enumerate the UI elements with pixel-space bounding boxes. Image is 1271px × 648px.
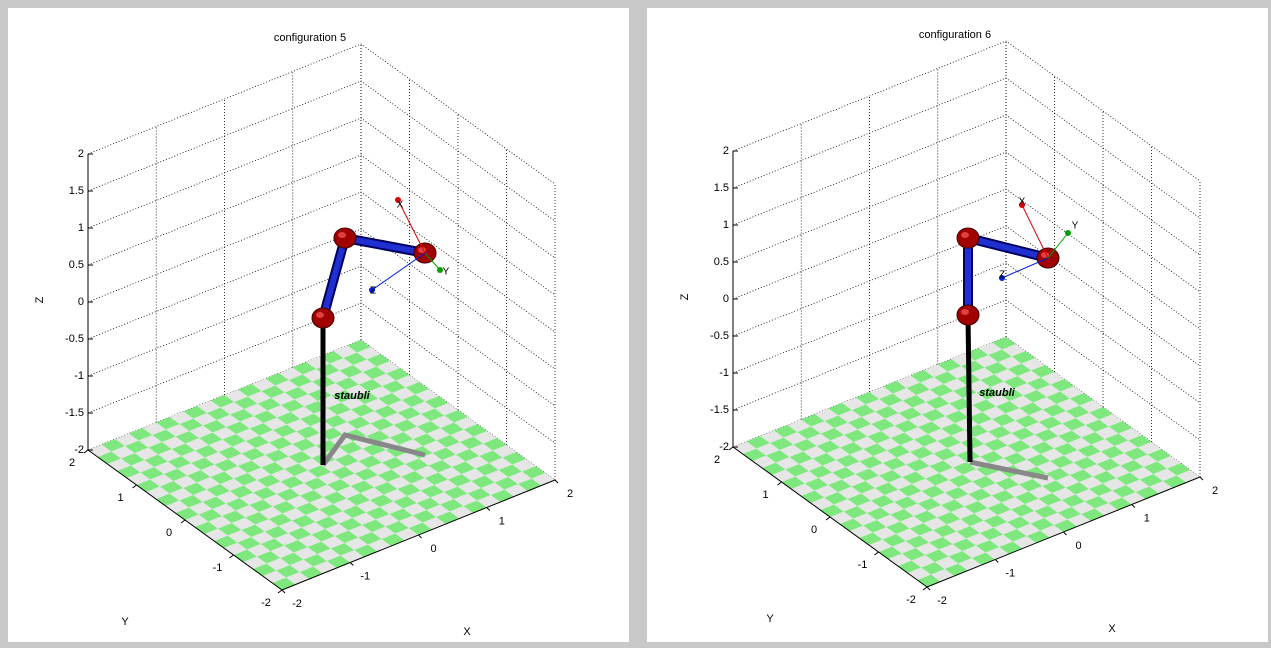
z-tick-label: 0 xyxy=(78,296,84,308)
x-axis-label: X xyxy=(1108,623,1116,635)
y-tick-label: 1 xyxy=(762,489,768,501)
z-axis-label: Z xyxy=(34,296,46,303)
robot-joint xyxy=(312,308,334,328)
z-tick-label: 0 xyxy=(723,293,729,305)
y-tick-label: 2 xyxy=(69,457,75,469)
y-tick-label: 2 xyxy=(714,454,720,466)
z-tick-label: -2 xyxy=(719,441,729,453)
axes-title: configuration 6 xyxy=(919,29,991,41)
robot-joint-highlight xyxy=(338,232,346,238)
z-axis-label: Z xyxy=(679,293,691,300)
frame-label: Y xyxy=(443,267,450,278)
z-tick-label: -1.5 xyxy=(710,404,729,416)
z-tick-label: -0.5 xyxy=(65,333,84,345)
robot-base xyxy=(968,315,970,462)
z-tick-label: -2 xyxy=(74,444,84,456)
x-tick-label: -1 xyxy=(1005,567,1015,579)
robot-name: staubli xyxy=(334,390,370,402)
y-tick-label: -2 xyxy=(906,594,916,606)
z-tick-label: -1 xyxy=(719,367,729,379)
y-tick-label: -1 xyxy=(858,559,868,571)
y-tick-label: -2 xyxy=(261,597,271,609)
robot-joint-highlight xyxy=(961,309,969,315)
z-tick-label: 1.5 xyxy=(69,185,84,197)
x-tick-label: 1 xyxy=(499,515,505,527)
frame-label: Z xyxy=(370,286,376,297)
z-tick-label: -1 xyxy=(74,370,84,382)
z-tick-label: 0.5 xyxy=(714,256,729,268)
z-tick-label: 2 xyxy=(723,145,729,157)
y-axis-label: Y xyxy=(766,613,774,625)
z-tick-label: 2 xyxy=(78,148,84,160)
z-tick-label: -0.5 xyxy=(710,330,729,342)
figure: configuration 5-2-1012-2-1012-2-1.5-1-0.… xyxy=(0,0,1271,648)
frame-label: X xyxy=(397,200,404,211)
x-tick-label: 2 xyxy=(1212,485,1218,497)
x-tick-label: 1 xyxy=(1144,512,1150,524)
robot-joint xyxy=(957,228,979,248)
robot-joint-highlight xyxy=(961,232,969,238)
robot-joint xyxy=(334,228,356,248)
x-tick-label: 0 xyxy=(1075,540,1081,552)
frame-label: Y xyxy=(1072,221,1079,232)
z-tick-label: 1 xyxy=(78,222,84,234)
z-tick-label: 0.5 xyxy=(69,259,84,271)
z-tick-label: 1.5 xyxy=(714,182,729,194)
y-tick-label: 0 xyxy=(811,524,817,536)
page: configuration 5-2-1012-2-1012-2-1.5-1-0.… xyxy=(0,0,1271,648)
y-tick-label: 0 xyxy=(166,527,172,539)
x-tick-label: -2 xyxy=(292,598,302,610)
frame-arrow-head xyxy=(1065,230,1071,236)
y-axis-label: Y xyxy=(121,616,129,628)
x-tick-label: -1 xyxy=(360,570,370,582)
frame-label: Z xyxy=(999,270,1005,281)
y-tick-label: -1 xyxy=(213,562,223,574)
y-tick-label: 1 xyxy=(117,492,123,504)
z-tick-label: -1.5 xyxy=(65,407,84,419)
x-tick-label: -2 xyxy=(937,595,947,607)
x-axis-label: X xyxy=(463,626,471,638)
z-tick-label: 1 xyxy=(723,219,729,231)
x-tick-label: 2 xyxy=(567,488,573,500)
x-tick-label: 0 xyxy=(430,543,436,555)
axes-title: configuration 5 xyxy=(274,32,346,44)
robot-joint-highlight xyxy=(316,312,324,318)
robot-joint xyxy=(957,305,979,325)
robot-name: staubli xyxy=(979,387,1015,399)
frame-label: X xyxy=(1019,197,1026,208)
